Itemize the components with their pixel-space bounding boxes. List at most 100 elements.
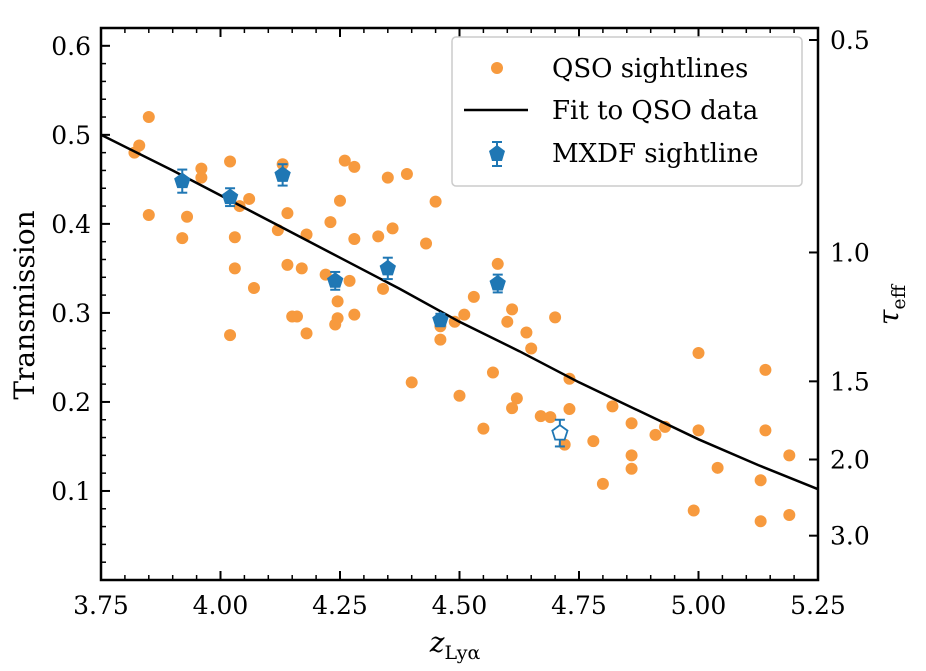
x-tick-label: 5.25	[790, 591, 846, 620]
x-tick-label: 4.50	[432, 591, 488, 620]
qso-point	[783, 449, 796, 462]
qso-point	[400, 168, 413, 181]
x-tick-label: 4.75	[551, 591, 607, 620]
mxdf-point	[327, 270, 344, 291]
qso-point	[563, 403, 576, 416]
qso-point	[381, 171, 394, 184]
qso-point	[525, 342, 538, 355]
qso-point	[142, 111, 155, 124]
qso-point	[348, 308, 361, 321]
qso-point	[625, 449, 638, 462]
qso-point	[467, 290, 480, 303]
qso-point	[348, 233, 361, 246]
qso-point	[331, 295, 344, 308]
qso-point	[420, 237, 433, 250]
qso-point	[331, 312, 344, 325]
tau-tick-label: 1.0	[830, 238, 870, 267]
qso-point	[453, 389, 466, 402]
mxdf-point-open	[551, 418, 569, 448]
qso-point	[176, 232, 189, 245]
qso-point	[181, 210, 194, 223]
qso-point	[486, 366, 499, 379]
qso-point	[625, 417, 638, 430]
qso-point	[228, 262, 241, 275]
x-tick-label: 4.25	[312, 591, 368, 620]
fit-series	[100, 133, 819, 491]
x-axis-label: zLyα	[429, 626, 481, 664]
qso-point	[224, 329, 237, 342]
qso-point	[520, 326, 533, 339]
x-tick-label: 4.00	[193, 591, 249, 620]
y-axis-label: Transmission	[8, 210, 41, 399]
qso-point	[692, 424, 705, 437]
qso-point	[133, 139, 146, 152]
qso-point	[558, 438, 571, 451]
qso-point	[491, 257, 504, 270]
y-tick-label: 0.3	[51, 299, 91, 328]
legend-label-qso: QSO sightlines	[552, 54, 748, 84]
legend-box	[451, 36, 803, 187]
qso-point	[247, 281, 260, 294]
qso-point	[625, 462, 638, 475]
x-tick-label: 3.75	[73, 591, 129, 620]
qso-point	[324, 216, 337, 229]
qso-point	[343, 274, 356, 287]
y-tick-label: 0.1	[51, 477, 91, 506]
qso-point	[338, 154, 351, 167]
qso-point	[549, 311, 562, 324]
fit-line	[100, 133, 819, 491]
mxdf-point	[489, 273, 506, 294]
qso-point	[458, 308, 471, 321]
legend-label-fit: Fit to QSO data	[552, 96, 758, 126]
qso-point	[687, 504, 700, 517]
qso-point	[510, 392, 523, 405]
qso-point	[506, 303, 519, 316]
qso-point	[243, 192, 256, 205]
tau-tick-label: 0.5	[830, 26, 870, 55]
tau-axis-label: τeff	[872, 283, 910, 325]
mxdf-point	[274, 163, 291, 187]
qso-point	[759, 363, 772, 376]
qso-point	[754, 474, 767, 487]
qso-point	[348, 160, 361, 173]
qso-point	[224, 155, 237, 168]
qso-point	[405, 376, 418, 389]
qso-point	[596, 477, 609, 490]
y-tick-label: 0.4	[51, 210, 91, 239]
qso-point	[501, 315, 514, 328]
y-tick-label: 0.2	[51, 388, 91, 417]
mxdf-point	[221, 187, 239, 208]
qso-point	[372, 230, 385, 243]
qso-point	[783, 509, 796, 522]
qso-point	[281, 258, 294, 271]
tau-tick-label: 1.5	[830, 367, 870, 396]
y-tick-label: 0.6	[51, 32, 91, 61]
qso-point	[429, 195, 442, 208]
qso-point	[544, 411, 557, 424]
qso-point	[300, 327, 313, 340]
qso-point	[386, 222, 399, 235]
mxdf-point	[432, 311, 449, 328]
x-tick-label: 5.00	[671, 591, 727, 620]
legend-label-mxdf: MXDF sightline	[552, 139, 759, 169]
qso-point	[434, 333, 447, 346]
qso-point	[195, 171, 208, 184]
qso-point	[506, 402, 519, 415]
tau-tick-label: 2.0	[830, 446, 870, 475]
qso-point	[290, 310, 303, 323]
legend-marker-mxdf	[489, 141, 505, 167]
qso-point	[649, 428, 662, 441]
qso-point	[534, 410, 547, 423]
mxdf-series	[174, 163, 569, 448]
qso-point	[692, 346, 705, 359]
qso-point	[377, 282, 390, 295]
qso-point	[295, 262, 308, 275]
qso-point	[142, 208, 155, 221]
qso-point	[334, 194, 346, 207]
y-tick-label: 0.5	[51, 121, 91, 150]
qso-point	[606, 400, 619, 413]
qso-point	[754, 515, 767, 528]
legend-marker-qso	[491, 62, 503, 74]
qso-point	[228, 231, 241, 244]
